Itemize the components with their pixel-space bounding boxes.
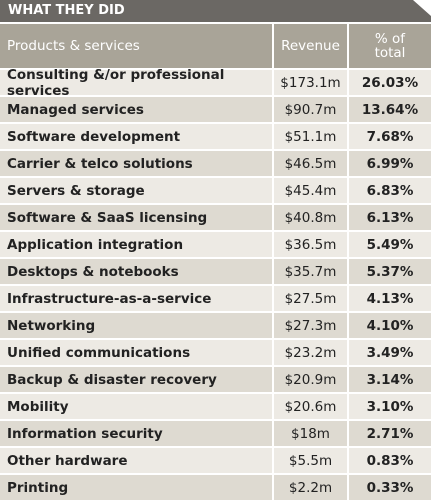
revenue-cell: $27.3m [272, 313, 347, 338]
revenue-cell: $46.5m [272, 151, 347, 176]
table-row: Unified communications $23.2m 3.49% [0, 338, 431, 365]
table-row: Consulting &/or professional services $17… [0, 66, 431, 99]
share-cell: 6.13% [347, 205, 431, 230]
revenue-cell: $5.5m [272, 448, 347, 473]
table-row: Mobility $20.6m 3.10% [0, 392, 431, 419]
product-cell: Servers & storage [7, 182, 145, 199]
revenue-cell: $20.6m [272, 394, 347, 419]
share-cell: 4.10% [347, 313, 431, 338]
product-cell: Managed services [7, 101, 144, 118]
share-cell: 4.13% [347, 286, 431, 311]
product-cell: Consulting &/or professional services [7, 66, 225, 99]
table: Products & services Revenue % of total C… [0, 24, 431, 500]
product-cell: Backup & disaster recovery [7, 371, 217, 388]
share-cell: 5.49% [347, 232, 431, 257]
column-header: % of total [347, 24, 431, 68]
share-cell: 3.10% [347, 394, 431, 419]
table-row: Servers & storage $45.4m 6.83% [0, 176, 431, 203]
revenue-cell: $173.1m [272, 70, 347, 95]
table-row: Printing $2.2m 0.33% [0, 473, 431, 500]
product-cell: Software development [7, 128, 181, 145]
table-row: Software development $51.1m 7.68% [0, 122, 431, 149]
share-cell: 3.14% [347, 367, 431, 392]
share-cell: 3.49% [347, 340, 431, 365]
revenue-cell: $23.2m [272, 340, 347, 365]
table-row: Networking $27.3m 4.10% [0, 311, 431, 338]
revenue-cell: $45.4m [272, 178, 347, 203]
revenue-cell: $51.1m [272, 124, 347, 149]
column-header: Products & services [7, 38, 140, 54]
column-header: Revenue [272, 24, 347, 68]
table-row: Desktops & notebooks $35.7m 5.37% [0, 257, 431, 284]
table-row: Carrier & telco solutions $46.5m 6.99% [0, 149, 431, 176]
product-cell: Information security [7, 425, 163, 442]
table-row: Information security $18m 2.71% [0, 419, 431, 446]
share-cell: 6.83% [347, 178, 431, 203]
product-cell: Networking [7, 317, 96, 334]
product-cell: Carrier & telco solutions [7, 155, 193, 172]
revenue-cell: $18m [272, 421, 347, 446]
table-row: Backup & disaster recovery $20.9m 3.14% [0, 365, 431, 392]
share-cell: 0.33% [347, 475, 431, 500]
title-bar: WHAT THEY DID [0, 0, 431, 22]
share-cell: 26.03% [347, 70, 431, 95]
revenue-cell: $20.9m [272, 367, 347, 392]
product-cell: Printing [7, 479, 69, 496]
product-cell: Mobility [7, 398, 69, 415]
product-cell: Infrastructure-as-a-service [7, 290, 212, 307]
revenue-cell: $90.7m [272, 97, 347, 122]
product-cell: Application integration [7, 236, 184, 253]
product-cell: Desktops & notebooks [7, 263, 179, 280]
table-row: Infrastructure-as-a-service $27.5m 4.13% [0, 284, 431, 311]
table-row: Managed services $90.7m 13.64% [0, 95, 431, 122]
share-cell: 13.64% [347, 97, 431, 122]
share-cell: 2.71% [347, 421, 431, 446]
table-row: Other hardware $5.5m 0.83% [0, 446, 431, 473]
share-cell: 7.68% [347, 124, 431, 149]
product-cell: Other hardware [7, 452, 128, 469]
table-row: Software & SaaS licensing $40.8m 6.13% [0, 203, 431, 230]
revenue-cell: $35.7m [272, 259, 347, 284]
revenue-cell: $36.5m [272, 232, 347, 257]
share-cell: 5.37% [347, 259, 431, 284]
table-row: Application integration $36.5m 5.49% [0, 230, 431, 257]
column-header-text: % of total [374, 31, 406, 61]
product-cell: Software & SaaS licensing [7, 209, 208, 226]
revenue-cell: $40.8m [272, 205, 347, 230]
revenue-cell: $27.5m [272, 286, 347, 311]
header-row: Products & services Revenue % of total [0, 24, 431, 68]
share-cell: 0.83% [347, 448, 431, 473]
share-cell: 6.99% [347, 151, 431, 176]
product-cell: Unified communications [7, 344, 191, 361]
revenue-cell: $2.2m [272, 475, 347, 500]
